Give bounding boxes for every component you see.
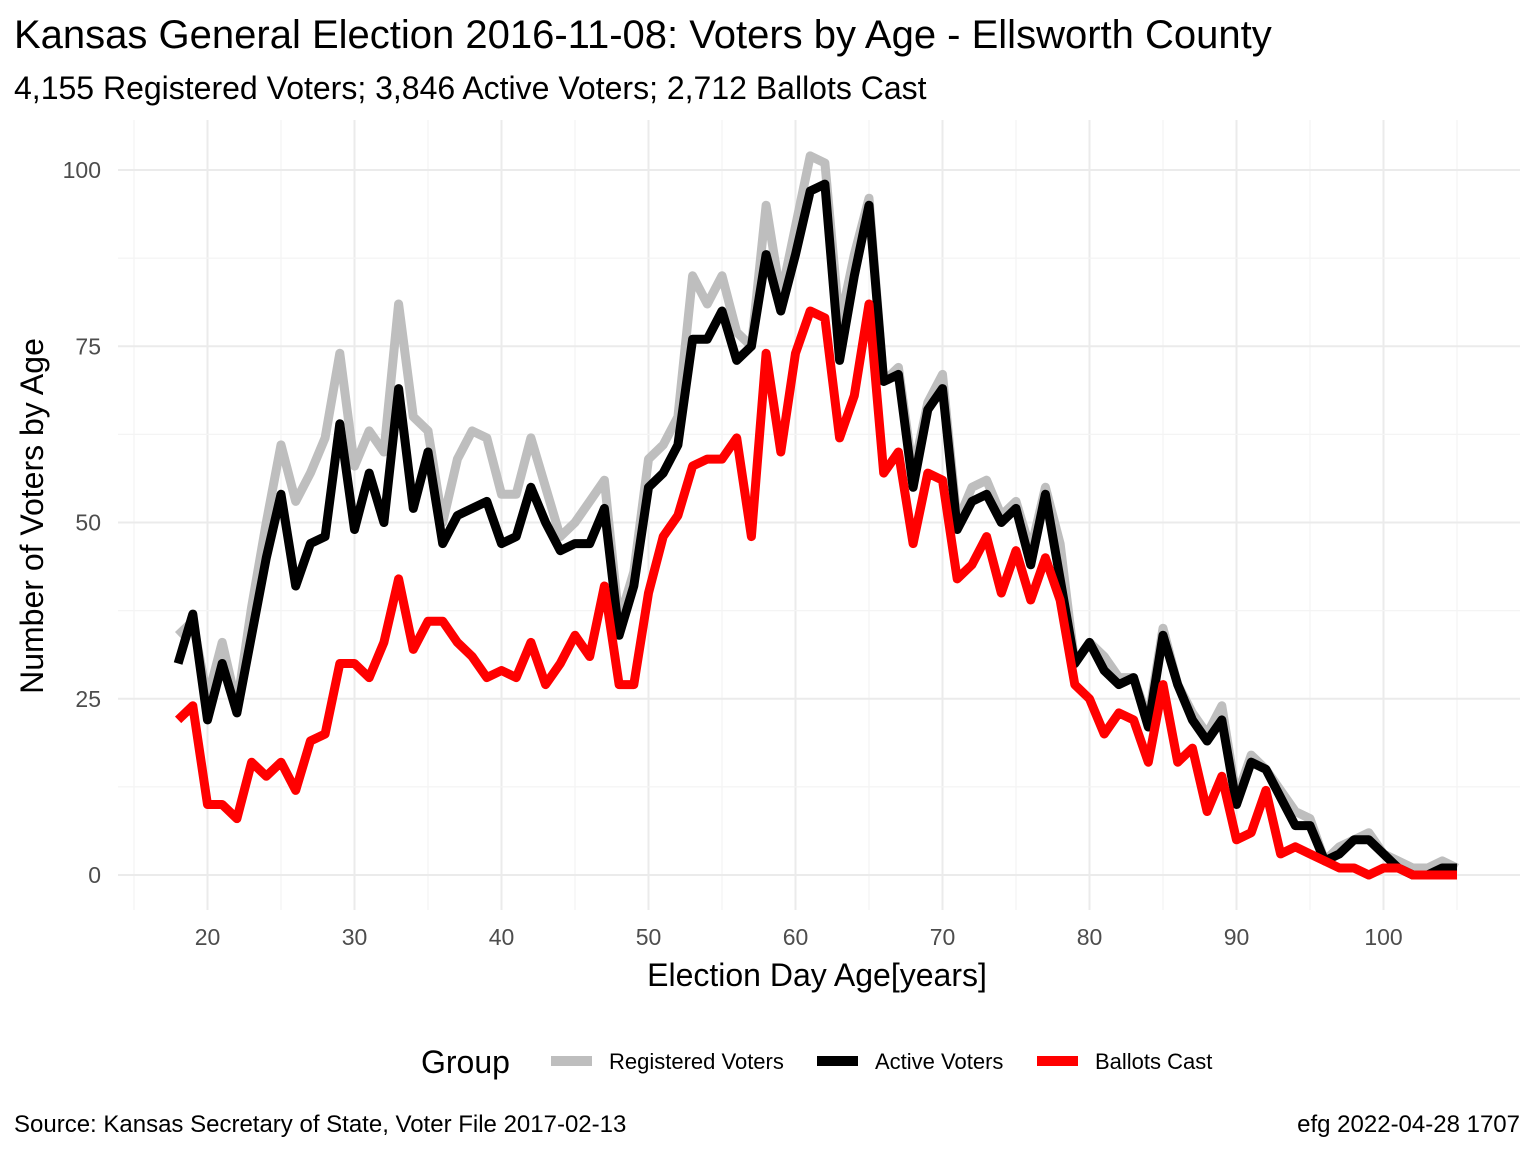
x-tick-label: 30 <box>342 924 368 950</box>
x-tick-label: 70 <box>930 924 956 950</box>
y-tick-label: 25 <box>75 686 101 712</box>
y-tick-label: 75 <box>75 333 101 359</box>
x-axis-title: Election Day Age[years] <box>647 957 987 993</box>
caption-source: Source: Kansas Secretary of State, Voter… <box>14 1111 626 1138</box>
y-tick-labels: 0 25 50 75 100 <box>63 157 101 888</box>
legend-label-active-voters: Active Voters <box>875 1049 1003 1074</box>
series-line-ballots-cast <box>174 299 1457 880</box>
series-lines <box>173 151 1459 880</box>
y-tick-label: 100 <box>63 157 101 183</box>
y-tick-label: 50 <box>75 510 101 536</box>
x-tick-label: 60 <box>783 924 809 950</box>
x-tick-label: 100 <box>1364 924 1402 950</box>
x-tick-label: 80 <box>1077 924 1103 950</box>
x-tick-labels: 20 30 40 50 60 70 80 90 100 <box>195 924 1403 950</box>
series-line-active-voters <box>173 179 1457 880</box>
legend-label-ballots-cast: Ballots Cast <box>1095 1049 1212 1074</box>
legend-label-registered-voters: Registered Voters <box>609 1049 784 1074</box>
y-tick-label: 0 <box>88 862 101 888</box>
x-tick-label: 40 <box>489 924 515 950</box>
x-tick-label: 50 <box>636 924 662 950</box>
x-tick-label: 20 <box>195 924 221 950</box>
legend: Group Registered Voters Active Voters Ba… <box>421 1044 1212 1080</box>
chart-title: Kansas General Election 2016-11-08: Vote… <box>14 13 1272 57</box>
chart-subtitle: 4,155 Registered Voters; 3,846 Active Vo… <box>14 70 927 106</box>
legend-title: Group <box>421 1044 510 1080</box>
caption-credit: efg 2022-04-28 1707 <box>1297 1111 1520 1138</box>
y-axis-title: Number of Voters by Age <box>14 338 50 694</box>
series-line-registered-voters <box>174 151 1459 873</box>
x-tick-label: 90 <box>1224 924 1250 950</box>
